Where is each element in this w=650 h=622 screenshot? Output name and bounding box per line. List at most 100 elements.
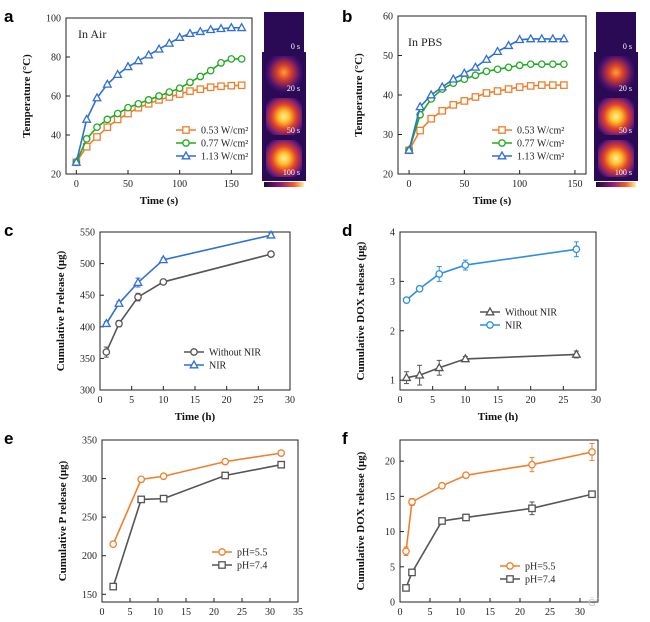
data-point: [196, 85, 205, 94]
data-point: [185, 28, 195, 38]
thermal-time-label: 50 s: [287, 126, 300, 135]
data-point: [438, 481, 446, 490]
data-point: [206, 83, 215, 92]
data-point: [134, 293, 142, 301]
x-tick-label: 5: [129, 395, 134, 406]
y-tick-label: 300: [82, 474, 97, 485]
data-point: [143, 49, 154, 59]
panel-note: In Air: [78, 27, 106, 41]
legend: pH=5.5 pH=7.4: [212, 548, 267, 572]
data-point: [438, 106, 447, 115]
data-point: [114, 298, 124, 307]
data-point: [526, 60, 535, 69]
x-tick-label: 0: [98, 395, 103, 406]
thermal-colorbar: [264, 182, 304, 187]
chart-panel-e: 0 5 10 15 20 25 30 35 150 200 250 300 350 Cumulative …: [4, 429, 303, 618]
x-tick-label: 20: [222, 395, 232, 406]
data-point: [515, 83, 524, 91]
data-point: [448, 73, 459, 83]
data-point: [460, 353, 471, 363]
x-tick-label: 0: [74, 179, 79, 190]
x-tick-label: 15: [485, 607, 495, 618]
thermal-image: 20 s: [594, 52, 638, 97]
series-1: [109, 449, 286, 548]
y-axis-label: Cumulative P release (μg): [55, 250, 67, 371]
data-point: [158, 254, 169, 264]
series-line: [406, 353, 577, 379]
plot-frame: [101, 439, 299, 603]
data-point: [92, 92, 102, 102]
data-point: [514, 34, 525, 44]
y-tick-label: 60: [383, 12, 393, 23]
data-point: [81, 114, 92, 123]
data-point: [216, 23, 226, 33]
x-tick-label: 25: [558, 395, 568, 406]
thermal-colorbar: [596, 182, 636, 187]
x-tick-label: 5: [430, 395, 435, 406]
data-point: [175, 84, 184, 93]
data-point: [416, 126, 424, 135]
data-point: [536, 33, 547, 43]
legend-label: pH=5.5: [237, 548, 267, 559]
data-point: [471, 93, 480, 101]
x-tick-label: 100: [512, 179, 527, 190]
panel-letter: c: [4, 221, 13, 240]
y-tick-label: 300: [80, 386, 95, 397]
legend-label: NIR: [505, 321, 523, 332]
y-tick-label: 150: [82, 590, 97, 601]
data-point: [103, 123, 112, 132]
data-point: [174, 32, 185, 41]
thermal-time-label: 20 s: [287, 84, 300, 93]
data-point: [438, 517, 446, 525]
series-2: [402, 490, 596, 592]
data-point: [493, 87, 502, 95]
legend-label: pH=5.5: [525, 562, 555, 573]
data-point: [237, 81, 246, 90]
x-tick-label: 150: [224, 179, 239, 190]
data-point: [402, 584, 410, 592]
data-point: [159, 278, 168, 286]
data-point: [133, 55, 144, 65]
legend: pH=5.5 pH=7.4: [500, 562, 555, 586]
series-2: [72, 55, 246, 167]
data-point: [133, 277, 143, 287]
legend-label: 0.77 W/cm²: [201, 139, 248, 150]
legend-marker: [218, 561, 226, 569]
data-point: [227, 55, 236, 63]
x-axis-label: Time (h): [478, 411, 519, 423]
data-point: [588, 448, 596, 456]
y-tick-label: 100: [46, 14, 61, 25]
thermal-time-label: 100 s: [615, 168, 632, 177]
x-tick-label: 25: [253, 395, 263, 406]
data-point: [186, 87, 194, 95]
data-point: [537, 81, 546, 89]
data-point: [123, 61, 133, 71]
x-tick-label: 20: [515, 607, 525, 618]
y-axis-label: Cumulative DOX release (μg): [355, 241, 367, 380]
legend-label: NIR: [209, 361, 227, 372]
data-point: [102, 78, 113, 88]
thermal-time-label: 50 s: [619, 126, 632, 135]
x-axis-label: Time (h): [175, 411, 216, 423]
legend-label: Without NIR: [209, 348, 261, 359]
data-point: [525, 33, 536, 43]
data-point: [221, 457, 230, 466]
chart-panel-a: 0 50 100 150 20 40 60 80 100 Time (s) Temperature …: [4, 7, 306, 207]
data-point: [560, 81, 568, 89]
data-point: [492, 46, 503, 55]
series-3: [404, 33, 569, 154]
thermal-image: 0 s: [264, 12, 304, 53]
y-tick-label: 50: [383, 51, 393, 62]
data-point: [515, 61, 524, 70]
y-tick-label: 80: [51, 53, 61, 64]
panel-letter: d: [342, 221, 352, 240]
x-axis-label: Time (s): [140, 195, 179, 207]
legend-marker: [218, 548, 226, 556]
data-point: [159, 494, 168, 503]
x-tick-label: 50: [459, 179, 469, 190]
data-point: [217, 82, 225, 91]
y-tick-label: 30: [383, 130, 393, 141]
data-point: [548, 81, 557, 89]
data-point: [470, 62, 481, 71]
data-point: [205, 24, 216, 34]
